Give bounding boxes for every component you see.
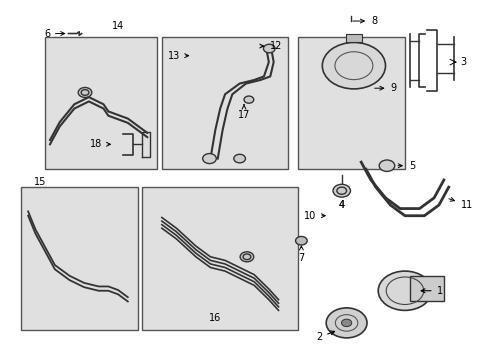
FancyBboxPatch shape — [297, 37, 404, 169]
Circle shape — [325, 308, 366, 338]
Text: 1: 1 — [420, 286, 442, 296]
Text: 6: 6 — [44, 28, 64, 39]
Circle shape — [332, 184, 350, 197]
Text: 4: 4 — [338, 200, 344, 210]
Circle shape — [78, 87, 92, 98]
FancyBboxPatch shape — [162, 37, 287, 169]
Text: 11: 11 — [448, 198, 472, 210]
Text: 14: 14 — [112, 21, 124, 31]
Text: 15: 15 — [34, 177, 46, 187]
FancyBboxPatch shape — [345, 33, 362, 42]
Text: 4: 4 — [338, 200, 344, 210]
FancyBboxPatch shape — [142, 187, 297, 330]
Text: 18: 18 — [90, 139, 110, 149]
Circle shape — [233, 154, 245, 163]
Circle shape — [202, 154, 216, 163]
Text: 12: 12 — [259, 41, 282, 51]
FancyBboxPatch shape — [409, 276, 443, 301]
Circle shape — [341, 319, 351, 327]
Text: 7: 7 — [298, 246, 304, 263]
Text: 2: 2 — [315, 331, 334, 342]
Text: 8: 8 — [352, 16, 376, 26]
Circle shape — [377, 271, 431, 310]
Text: 13: 13 — [168, 51, 188, 61]
Circle shape — [263, 44, 275, 53]
Circle shape — [295, 237, 306, 245]
Text: 3: 3 — [459, 57, 466, 67]
Circle shape — [322, 42, 385, 89]
Text: 16: 16 — [209, 312, 221, 323]
Text: 10: 10 — [304, 211, 325, 221]
Circle shape — [244, 96, 253, 103]
FancyBboxPatch shape — [45, 37, 157, 169]
Text: 17: 17 — [237, 105, 250, 120]
Circle shape — [378, 160, 394, 171]
Text: 5: 5 — [397, 161, 414, 171]
Circle shape — [240, 252, 253, 262]
Text: 9: 9 — [374, 83, 396, 93]
FancyBboxPatch shape — [21, 187, 137, 330]
